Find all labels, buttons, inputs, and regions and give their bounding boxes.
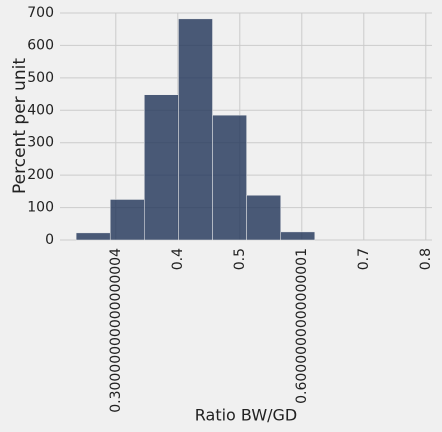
y-tick-label: 600 xyxy=(27,37,54,53)
y-tick-label: 300 xyxy=(27,135,54,151)
bar xyxy=(280,231,316,241)
y-tick-label: 200 xyxy=(27,167,54,183)
bar xyxy=(178,18,213,241)
bar xyxy=(144,94,179,241)
bar xyxy=(212,114,247,241)
bar xyxy=(109,199,145,241)
bar xyxy=(75,232,111,241)
y-tick-label: 100 xyxy=(27,200,54,216)
y-tick-label: 400 xyxy=(27,102,54,118)
x-tick-label: 0.30000000000000004 xyxy=(108,248,124,413)
y-tick-label: 500 xyxy=(27,70,54,86)
x-tick-label: 0.8 xyxy=(418,248,434,270)
y-axis-label: Percent per unit xyxy=(10,58,30,194)
x-tick-label: 0.7 xyxy=(356,248,372,270)
x-tick-label: 0.5 xyxy=(232,248,248,270)
x-tick-label: 0.6000000000000001 xyxy=(294,248,310,404)
y-tick-label: 700 xyxy=(27,5,54,21)
x-axis-label: Ratio BW/GD xyxy=(195,406,298,425)
y-tick-label: 0 xyxy=(45,232,54,248)
bar xyxy=(246,194,281,241)
x-tick-label: 0.4 xyxy=(170,248,186,270)
